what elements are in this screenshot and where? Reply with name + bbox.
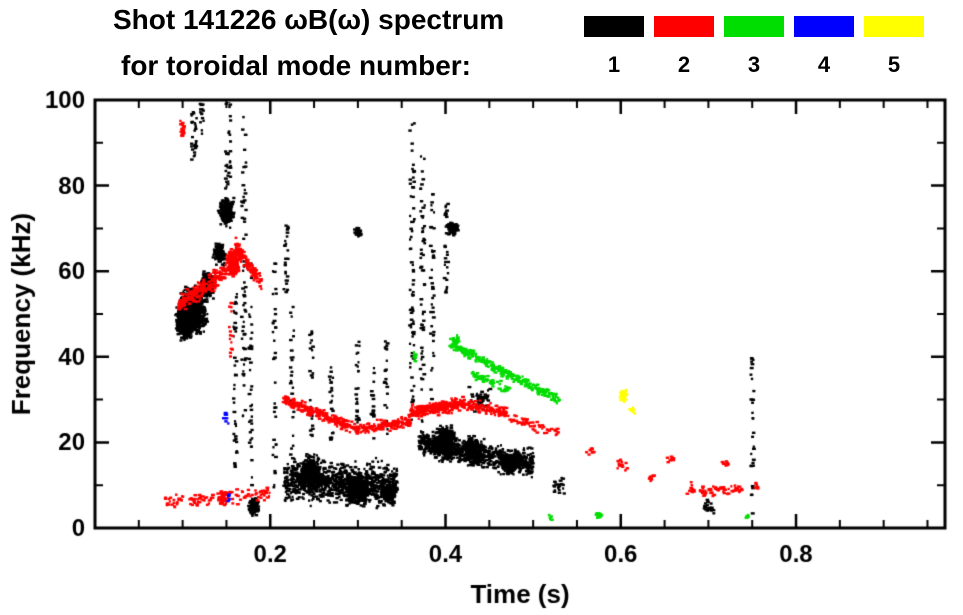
legend-swatch-mode-2 bbox=[654, 16, 714, 37]
legend-swatches bbox=[584, 16, 924, 37]
chart-subtitle: for toroidal mode number: bbox=[121, 50, 471, 81]
legend-swatch-mode-3 bbox=[724, 16, 784, 37]
legend-label-mode-5: 5 bbox=[887, 52, 901, 77]
legend-swatch-mode-5 bbox=[864, 16, 924, 37]
legend-label-mode-3: 3 bbox=[747, 52, 761, 77]
legend-swatch-mode-4 bbox=[794, 16, 854, 37]
legend-mode-numbers: 1 2 3 4 5 bbox=[584, 52, 924, 78]
legend-label-mode-2: 2 bbox=[677, 52, 691, 77]
legend-label-mode-1: 1 bbox=[607, 52, 621, 77]
legend-swatch-mode-1 bbox=[584, 16, 644, 37]
legend-label-mode-4: 4 bbox=[817, 52, 831, 77]
chart-title: Shot 141226 ωB(ω) spectrum bbox=[113, 4, 505, 35]
